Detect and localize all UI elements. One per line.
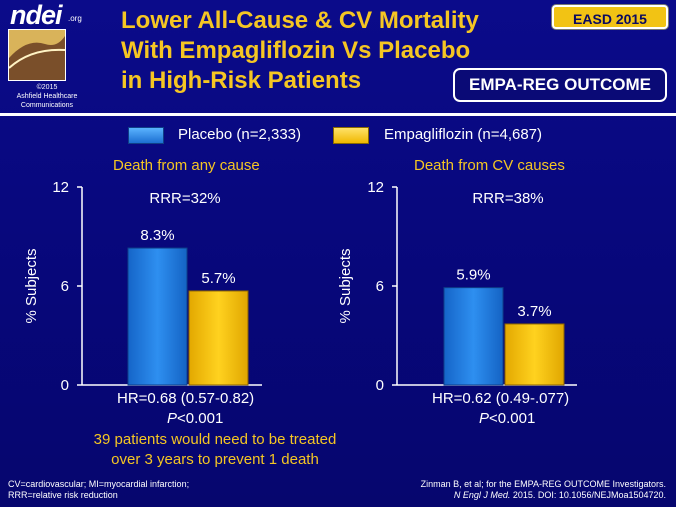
slide-title: Lower All-Cause & CV Mortality With Empa… (121, 6, 541, 96)
abbrev-line-2: RRR=relative risk reduction (8, 490, 118, 500)
p-label-cv: P (479, 410, 490, 427)
rrr-annotation-0: RRR=32% (149, 190, 220, 207)
ndei-logo: ndei .org ©2015 Ashfield Healthcare Comm… (4, 0, 90, 110)
header-divider (0, 113, 676, 116)
nnt-line-1: 39 patients would need to be treated (93, 431, 337, 448)
y-tick-label-1-1: 6 (376, 278, 384, 295)
abbrev-line-1: CV=cardiovascular; MI=myocardial infarct… (8, 479, 190, 489)
chart-title-all-cause: Death from any cause (113, 157, 260, 174)
rrr-annotation-1: RRR=38% (472, 190, 543, 207)
legend-label-empagliflozin: Empagliflozin (n=4,687) (384, 126, 543, 143)
abbreviations-footnote: CV=cardiovascular; MI=myocardial infarct… (8, 479, 189, 501)
y-axis-label-1: % Subjects (337, 248, 354, 323)
bar-label-placebo-0: 8.3% (140, 227, 174, 244)
logo-wordmark: ndei (10, 0, 63, 30)
legend-swatch-empagliflozin (333, 127, 369, 144)
reference-line-2: N Engl J Med. 2015. DOI: 10.1056/NEJMoa1… (421, 490, 666, 501)
title-line-1: Lower All-Cause & CV Mortality (121, 7, 479, 34)
reference-details: 2015. DOI: 10.1056/NEJMoa1504720. (510, 490, 666, 500)
bar-label-placebo-1: 5.9% (456, 267, 490, 284)
bar-label-empagliflozin-0: 5.7% (201, 270, 235, 287)
logo-copyright: ©2015 Ashfield Healthcare Communications (4, 83, 90, 110)
nnt-line-2: over 3 years to prevent 1 death (111, 451, 319, 468)
y-tick-label-0-1: 6 (61, 278, 69, 295)
p-value-cv: P<0.001 (479, 410, 535, 427)
hr-cv: HR=0.62 (0.49-.077) (432, 390, 570, 407)
logo-org-suffix: .org (68, 14, 82, 23)
bar-empagliflozin-0 (188, 290, 249, 386)
reference-line-1: Zinman B, et al; for the EMPA-REG OUTCOM… (420, 479, 666, 489)
nnt-note: 39 patients would need to be treated ove… (50, 430, 380, 470)
copyright-year: ©2015 (36, 84, 58, 91)
trial-badge: EMPA-REG OUTCOME (453, 68, 667, 102)
title-line-2: With Empagliflozin Vs Placebo (121, 37, 471, 64)
conference-badge: EASD 2015 (552, 5, 668, 29)
chart-title-cv: Death from CV causes (414, 157, 565, 174)
y-axis-label-0: % Subjects (23, 248, 40, 323)
title-line-3: in High-Risk Patients (121, 67, 362, 94)
bar-label-empagliflozin-1: 3.7% (517, 303, 551, 320)
bar-placebo-1 (443, 287, 504, 386)
logo-emblem-icon (8, 36, 66, 80)
bar-placebo-0 (127, 247, 188, 386)
copyright-owner-line2: Communications (20, 102, 74, 109)
y-tick-label-0-0: 0 (61, 377, 69, 394)
p-number-cv: <0.001 (489, 410, 536, 427)
copyright-owner-line1: Ashfield Healthcare (16, 93, 78, 100)
legend-swatch-placebo (128, 127, 164, 144)
legend-label-placebo: Placebo (n=2,333) (178, 126, 302, 143)
p-label-all-cause: P (167, 410, 178, 427)
y-tick-label-0-2: 12 (52, 179, 69, 196)
y-tick-label-1-0: 0 (376, 377, 384, 394)
reference-footnote: Zinman B, et al; for the EMPA-REG OUTCOM… (421, 479, 666, 501)
reference-journal: N Engl J Med. (453, 490, 511, 500)
bar-empagliflozin-1 (504, 323, 565, 386)
logo-emblem (8, 29, 66, 81)
y-tick-label-1-2: 12 (367, 179, 384, 196)
hr-all-cause: HR=0.68 (0.57-0.82) (117, 390, 255, 407)
p-value-all-cause: P<0.001 (167, 410, 223, 427)
p-number-all-cause: <0.001 (177, 410, 224, 427)
